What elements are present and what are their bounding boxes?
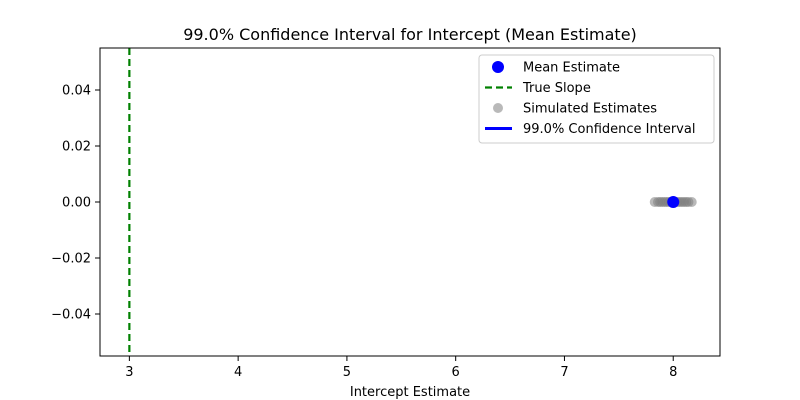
legend-label-3: 99.0% Confidence Interval <box>523 122 695 137</box>
y-tick-label-0: −0.04 <box>51 308 91 323</box>
legend: Mean Estimate True Slope Simulated Estimat… <box>478 54 715 144</box>
y-tick-label-1: −0.02 <box>51 252 91 267</box>
x-axis: 3 4 5 6 7 8 <box>125 356 677 380</box>
y-tick-label-2: 0.00 <box>62 196 91 211</box>
x-tick-label-4: 7 <box>560 365 568 380</box>
legend-label-2: Simulated Estimates <box>523 102 657 117</box>
legend-key-0 <box>492 61 504 73</box>
x-axis-label: Intercept Estimate <box>350 385 470 400</box>
y-tick-label-4: 0.04 <box>62 84 91 99</box>
y-tick-label-3: 0.02 <box>62 140 91 155</box>
y-axis: −0.04 −0.02 0.00 0.02 0.04 <box>51 84 100 323</box>
x-tick-label-1: 4 <box>234 365 242 380</box>
x-tick-label-0: 3 <box>125 365 133 380</box>
legend-key-2 <box>493 103 503 113</box>
plot-area <box>128 48 697 356</box>
chart-title: 99.0% Confidence Interval for Intercept … <box>183 25 637 44</box>
simulated-estimate-point-16 <box>686 197 697 207</box>
x-tick-label-2: 5 <box>343 365 351 380</box>
legend-label-1: True Slope <box>522 81 591 96</box>
legend-box <box>478 54 715 144</box>
legend-label-0: Mean Estimate <box>523 61 620 76</box>
x-tick-label-3: 6 <box>452 365 460 380</box>
mean-estimate-point <box>667 196 680 208</box>
x-tick-label-5: 8 <box>669 365 677 380</box>
